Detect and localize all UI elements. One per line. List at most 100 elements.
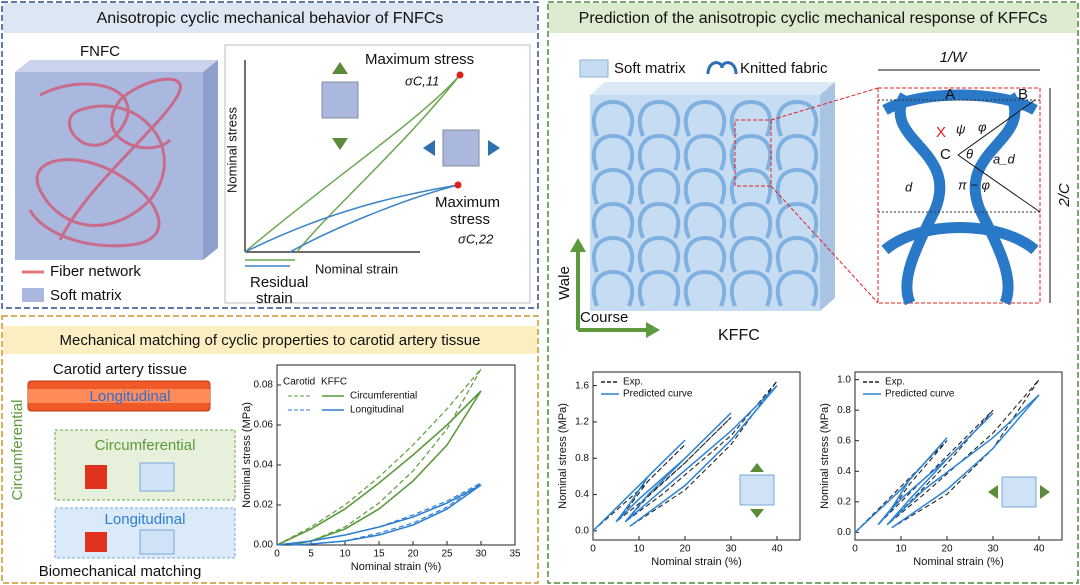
y-tick-label: 0.06 xyxy=(254,420,274,431)
annotation: σC,22 xyxy=(458,231,494,246)
legend-label: Predicted curve xyxy=(885,389,955,400)
panel-title: Mechanical matching of cyclic properties… xyxy=(59,332,480,349)
knit-loop xyxy=(591,99,635,137)
fiber-network xyxy=(28,77,182,248)
panel-c: Prediction of the anisotropic cyclic mec… xyxy=(547,1,1079,584)
panel-title: Prediction of the anisotropic cyclic mec… xyxy=(579,10,1048,27)
legend-swatch xyxy=(579,59,609,78)
max-point xyxy=(456,71,464,79)
cube-top xyxy=(15,60,218,72)
legend-label: Knitted fabric xyxy=(740,60,828,77)
point-label: φ xyxy=(978,119,987,134)
knit-loop xyxy=(591,167,635,205)
x-tick-label: 30 xyxy=(475,549,487,560)
y-tick-label: 1.6 xyxy=(575,380,589,391)
knit-loop xyxy=(637,201,681,239)
legend-label: Fiber network xyxy=(50,263,141,280)
x-tick-label: 25 xyxy=(441,549,453,560)
x-tick-label: 20 xyxy=(941,544,953,555)
legend-label: Exp. xyxy=(885,377,905,388)
arrow xyxy=(750,463,764,472)
x-tick-label: 0 xyxy=(274,549,280,560)
knit-loop xyxy=(775,235,819,273)
plot-frame xyxy=(276,364,516,546)
y-tick-label: 0.02 xyxy=(254,500,274,511)
annotation: strain xyxy=(256,290,293,307)
legend-label: Soft matrix xyxy=(50,287,122,304)
zoom-box xyxy=(734,119,772,187)
knit-loop xyxy=(591,235,635,273)
dim-label: 1/W xyxy=(940,49,969,66)
panel-b: Mechanical matching of cyclic properties… xyxy=(1,315,539,584)
x-tick-label: 35 xyxy=(509,549,521,560)
x-tick-label: 15 xyxy=(373,549,385,560)
x-tick-label: 5 xyxy=(308,549,314,560)
icon xyxy=(321,81,359,119)
title-bar xyxy=(3,326,537,354)
x-tick-label: 40 xyxy=(771,544,783,555)
x-tick-label: 0 xyxy=(590,544,596,555)
knit-loop xyxy=(729,235,773,273)
point-label: π − φ xyxy=(958,177,991,192)
data-line xyxy=(592,380,778,532)
icon xyxy=(739,474,775,506)
knit-loop xyxy=(775,201,819,239)
point-label: A xyxy=(945,86,955,103)
point-label: θ xyxy=(966,146,973,161)
icon xyxy=(1001,476,1037,508)
y-tick-label: 0.4 xyxy=(837,466,851,477)
guide xyxy=(957,154,1041,213)
knit-loop xyxy=(683,167,727,205)
icon xyxy=(85,465,107,489)
artery-lumen xyxy=(28,389,210,403)
y-tick-label: 0.0 xyxy=(837,527,851,538)
arrow xyxy=(750,509,764,518)
knit-loop xyxy=(729,99,773,137)
data-line xyxy=(276,484,482,546)
icon xyxy=(442,129,480,167)
x-tick-label: 20 xyxy=(679,544,691,555)
knit-loop xyxy=(637,235,681,273)
title-bar xyxy=(3,3,537,33)
label: Biomechanical matching xyxy=(39,563,202,580)
y-label: Nominal stress (MPa) xyxy=(819,403,831,509)
block-top xyxy=(590,82,835,95)
y-tick-label: 0.4 xyxy=(575,489,589,500)
icon xyxy=(85,532,107,552)
arrow xyxy=(332,62,348,74)
panel-a: Anisotropic cyclic mechanical behavior o… xyxy=(1,1,539,309)
max-point xyxy=(454,181,462,189)
label: Longitudinal xyxy=(105,511,186,528)
cube-side xyxy=(203,60,218,260)
axis-arrow-head xyxy=(570,238,586,252)
legend-label: Longitudinal xyxy=(350,405,404,416)
annotation: Maximum xyxy=(435,194,500,211)
zoom-line xyxy=(770,185,879,304)
knit-loop xyxy=(775,133,819,171)
point-label: C xyxy=(940,146,951,163)
legend-label: Exp. xyxy=(623,377,643,388)
y-tick-label: 0.00 xyxy=(254,540,274,551)
knit-loop xyxy=(729,167,773,205)
point-label: B xyxy=(1018,86,1028,103)
knit-loop xyxy=(775,99,819,137)
panel-title: Anisotropic cyclic mechanical behavior o… xyxy=(97,10,444,27)
knit-loop xyxy=(775,167,819,205)
schematic-frame xyxy=(224,44,531,304)
x-tick-label: 40 xyxy=(1033,544,1045,555)
data-line xyxy=(276,390,482,546)
zoom-line xyxy=(770,87,879,121)
x-tick-label: 10 xyxy=(633,544,645,555)
point-label: ψ xyxy=(956,121,966,136)
y-tick-label: 0.2 xyxy=(837,496,851,507)
legend-label: Predicted curve xyxy=(623,389,693,400)
x-label: Nominal strain (%) xyxy=(913,556,1003,568)
fabric xyxy=(591,99,819,307)
y-tick-label: 1.2 xyxy=(575,417,589,428)
knit-loop xyxy=(591,201,635,239)
title-bar xyxy=(549,3,1077,33)
annotation: σC,11 xyxy=(405,73,439,88)
legend-header: KFFC xyxy=(321,377,347,388)
icon xyxy=(139,462,175,492)
label: Carotid artery tissue xyxy=(53,361,187,378)
